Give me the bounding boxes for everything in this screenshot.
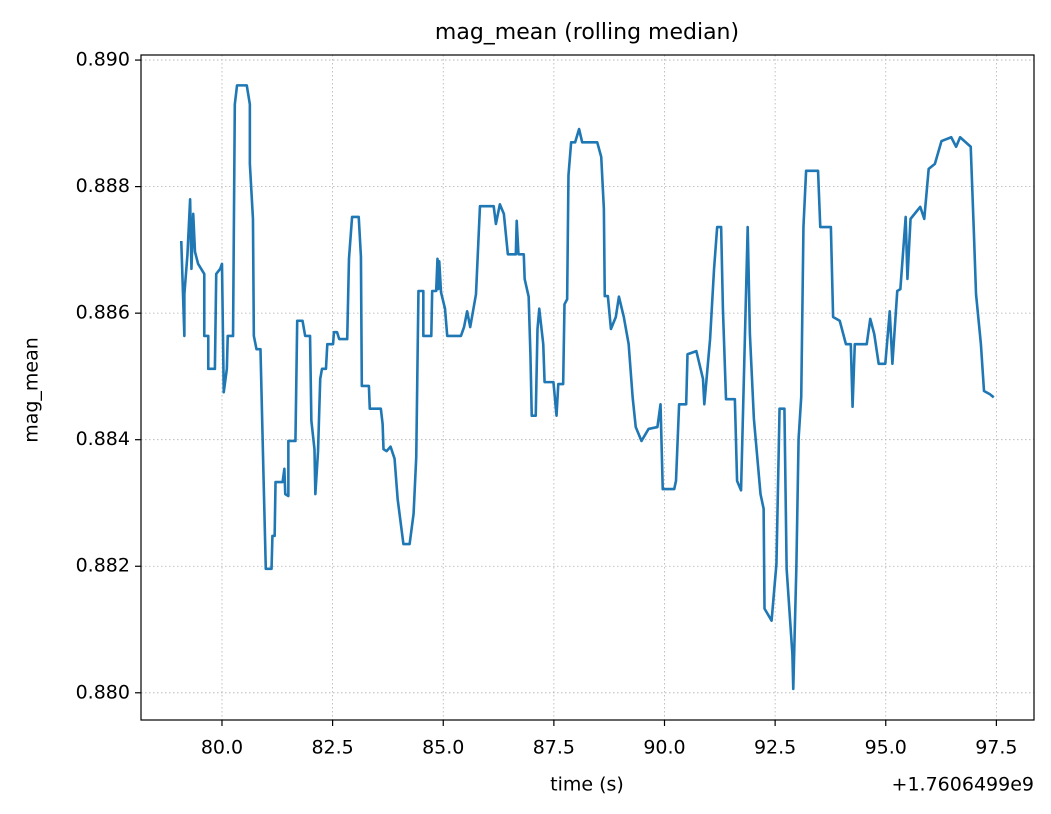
- x-tick-label: 85.0: [422, 737, 464, 759]
- y-tick-label: 0.880: [76, 681, 130, 703]
- x-axis-label: time (s): [550, 774, 624, 796]
- y-tick-label: 0.886: [76, 302, 130, 324]
- x-tick-label: 92.5: [754, 737, 796, 759]
- x-tick-label: 82.5: [311, 737, 353, 759]
- y-axis-label: mag_mean: [21, 337, 43, 443]
- y-tick-label: 0.890: [76, 49, 130, 71]
- chart-title: mag_mean (rolling median): [435, 20, 739, 45]
- x-tick-label: 95.0: [865, 737, 907, 759]
- x-tick-label: 87.5: [533, 737, 575, 759]
- x-tick-label: 80.0: [201, 737, 243, 759]
- data-line: [179, 84, 995, 691]
- x-tick-label: 90.0: [643, 737, 685, 759]
- y-tick-label: 0.882: [76, 555, 130, 577]
- x-tick-label: 97.5: [975, 737, 1017, 759]
- y-tick-label: 0.884: [76, 428, 130, 450]
- x-offset-label: +1.7606499e9: [892, 774, 1034, 796]
- y-tick-label: 0.888: [76, 175, 130, 197]
- plot-frame: [140, 54, 1035, 721]
